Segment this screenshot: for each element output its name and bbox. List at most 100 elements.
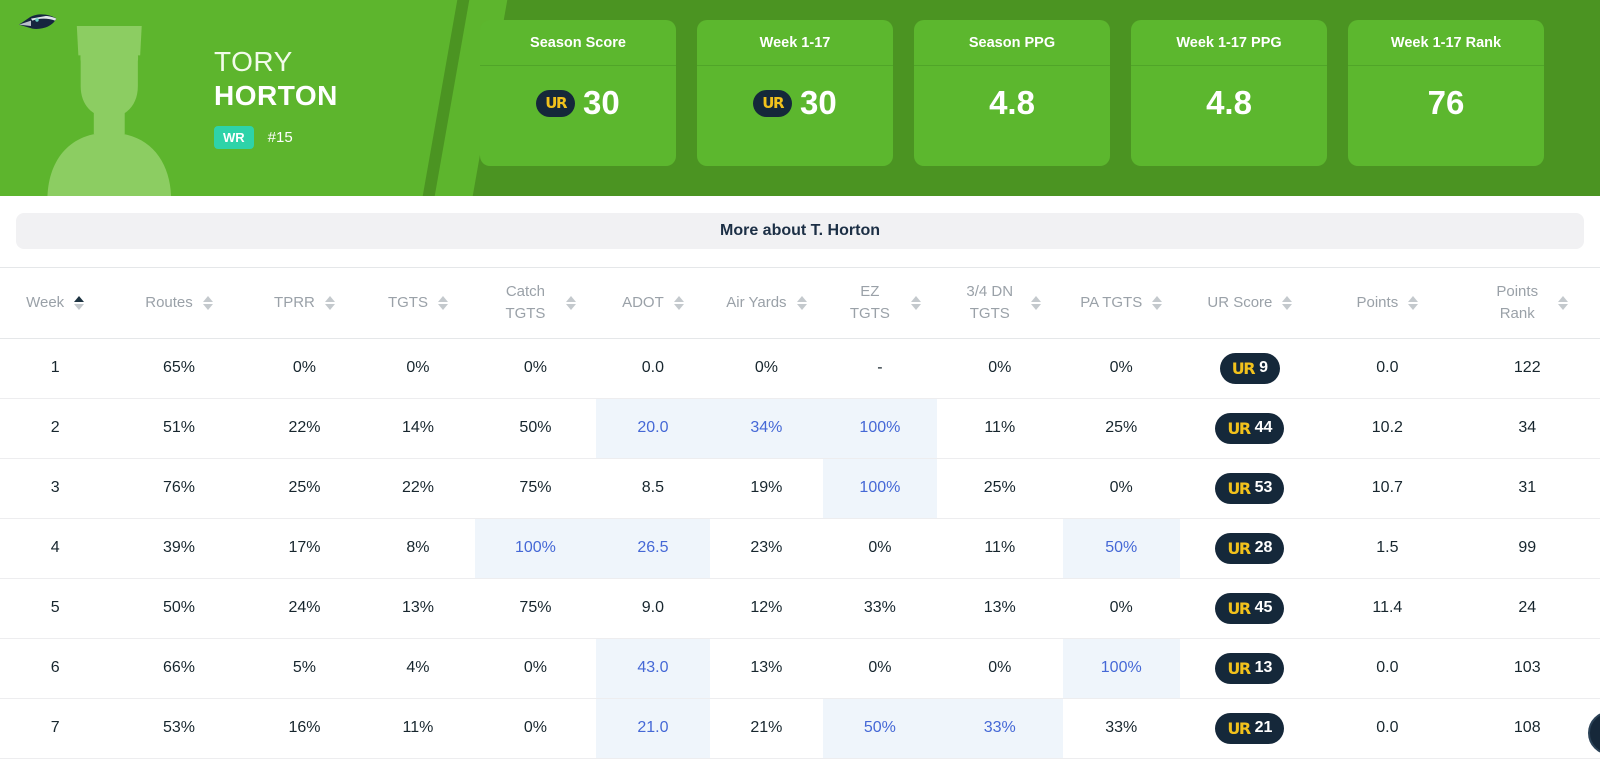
sort-icon[interactable] — [1558, 295, 1569, 310]
ur-score-badge: UR — [753, 89, 792, 117]
ur-score-value: 53 — [1254, 479, 1273, 496]
column-header-routes[interactable]: Routes — [110, 268, 248, 339]
column-header-pa-tgts[interactable]: PA TGTS — [1062, 268, 1180, 339]
more-about-bar[interactable]: More about T. Horton — [16, 213, 1584, 249]
cell-ez-tgts: 0% — [823, 518, 937, 579]
stat-card-value: 4.8 — [989, 84, 1035, 121]
cell-ur-score: UR 45 — [1179, 578, 1321, 639]
cell-air-yards: 13% — [709, 638, 824, 699]
cell-ur-score: UR 13 — [1179, 638, 1321, 699]
cell-pa-tgts: 33% — [1062, 698, 1180, 759]
ur-score-value: 28 — [1254, 539, 1273, 556]
table-row: 2 51% 22% 14% 50% 20.0 34% 100% 11% 25% UR 44 10.2 34 — [0, 398, 1600, 459]
cell-pa-tgts: 50% — [1062, 518, 1180, 579]
stat-card-week-1-17-rank: Week 1-17 Rank 76 — [1348, 20, 1544, 166]
cell-3-4-dn-tgts: 11% — [936, 398, 1063, 459]
sort-icon[interactable] — [1282, 295, 1293, 310]
cell-pa-tgts: 100% — [1062, 638, 1180, 699]
sort-icon[interactable] — [202, 295, 213, 310]
cell-adot: 20.0 — [596, 398, 710, 459]
sort-icon[interactable] — [437, 295, 448, 310]
cell-catch-tgts: 50% — [474, 398, 597, 459]
sort-icon[interactable] — [1030, 295, 1041, 310]
cell-adot: 43.0 — [596, 638, 710, 699]
weekly-stats-table-container: Week Routes TPRR TGTS Catch TGTS ADOT Air Yard… — [0, 267, 1600, 759]
ur-score-badge: UR 44 — [1215, 412, 1285, 444]
cell-catch-tgts: 100% — [474, 518, 597, 579]
ur-logo-icon: UR — [1227, 718, 1251, 738]
cell-ur-score: UR 44 — [1179, 398, 1321, 459]
stat-card-season-score: Season Score UR 30 — [480, 20, 676, 166]
stat-card-week-1-17-ppg: Week 1-17 PPG 4.8 — [1131, 20, 1327, 166]
column-header-points[interactable]: Points — [1320, 268, 1455, 339]
sort-icon[interactable] — [910, 295, 921, 310]
cell-routes: 51% — [110, 398, 248, 459]
cell-points: 0.0 — [1320, 698, 1455, 759]
ur-score-badge: UR 28 — [1215, 532, 1285, 564]
column-header-tprr[interactable]: TPRR — [247, 268, 362, 339]
ur-score-value: 45 — [1254, 599, 1273, 616]
sort-icon[interactable] — [796, 295, 807, 310]
sort-icon[interactable] — [673, 295, 684, 310]
cell-ez-tgts: - — [823, 338, 937, 399]
cell-catch-tgts: 0% — [474, 338, 597, 399]
cell-week: 5 — [0, 578, 111, 639]
cell-pa-tgts: 0% — [1062, 458, 1180, 519]
cell-air-yards: 34% — [709, 398, 824, 459]
cell-catch-tgts: 75% — [474, 458, 597, 519]
cell-air-yards: 19% — [709, 458, 824, 519]
cell-week: 4 — [0, 518, 111, 579]
column-header-catch-tgts[interactable]: Catch TGTS — [474, 268, 597, 339]
column-label: Points Rank — [1496, 283, 1539, 322]
cell-tprr: 0% — [247, 338, 362, 399]
sort-icon[interactable] — [1152, 295, 1163, 310]
sort-icon[interactable] — [1408, 295, 1419, 310]
cell-air-yards: 12% — [709, 578, 824, 639]
cell-adot: 8.5 — [596, 458, 710, 519]
player-last-name: HORTON — [214, 80, 338, 111]
column-header-week[interactable]: Week — [0, 268, 111, 339]
cell-routes: 53% — [110, 698, 248, 759]
column-label: Week — [26, 293, 65, 311]
cell-routes: 66% — [110, 638, 248, 699]
ur-logo-icon: UR — [762, 94, 784, 112]
sort-icon[interactable] — [74, 295, 85, 310]
ur-logo-icon: UR — [1227, 598, 1251, 618]
player-identity: TORY HORTON WR #15 — [214, 46, 338, 149]
ur-score-value: 9 — [1259, 359, 1268, 376]
column-header-3-4-dn-tgts[interactable]: 3/4 DN TGTS — [936, 268, 1063, 339]
position-badge: WR — [214, 126, 254, 149]
ur-score-value: 44 — [1254, 419, 1273, 436]
cell-tprr: 22% — [247, 398, 362, 459]
column-header-ez-tgts[interactable]: EZ TGTS — [823, 268, 937, 339]
cell-catch-tgts: 0% — [474, 698, 597, 759]
cell-tgts: 14% — [361, 398, 475, 459]
cell-points: 10.2 — [1320, 398, 1455, 459]
cell-adot: 0.0 — [596, 338, 710, 399]
cell-points-rank: 24 — [1454, 578, 1600, 639]
ur-score-value: 13 — [1254, 659, 1273, 676]
cell-routes: 50% — [110, 578, 248, 639]
cell-ez-tgts: 100% — [823, 458, 937, 519]
stat-card-value: 4.8 — [1206, 84, 1252, 121]
table-row: 7 53% 16% 11% 0% 21.0 21% 50% 33% 33% UR 21 0.0 108 — [0, 698, 1600, 759]
column-header-tgts[interactable]: TGTS — [361, 268, 475, 339]
sort-icon[interactable] — [324, 295, 335, 310]
seahawks-logo — [19, 14, 57, 29]
column-label: Catch TGTS — [505, 283, 546, 322]
column-header-ur-score[interactable]: UR Score — [1179, 268, 1321, 339]
cell-catch-tgts: 0% — [474, 638, 597, 699]
column-header-adot[interactable]: ADOT — [596, 268, 710, 339]
column-header-air-yards[interactable]: Air Yards — [709, 268, 824, 339]
sort-icon[interactable] — [566, 295, 577, 310]
cell-adot: 26.5 — [596, 518, 710, 579]
column-label: Points — [1356, 293, 1399, 311]
cell-tprr: 5% — [247, 638, 362, 699]
ur-score-badge: UR 13 — [1215, 652, 1285, 684]
cell-points-rank: 31 — [1454, 458, 1600, 519]
table-row: 1 65% 0% 0% 0% 0.0 0% -0% 0% UR 9 0.0 122 — [0, 338, 1600, 399]
column-header-points-rank[interactable]: Points Rank — [1454, 268, 1600, 339]
cell-week: 6 — [0, 638, 111, 699]
column-label: TGTS — [387, 293, 428, 311]
cell-ez-tgts: 50% — [823, 698, 937, 759]
